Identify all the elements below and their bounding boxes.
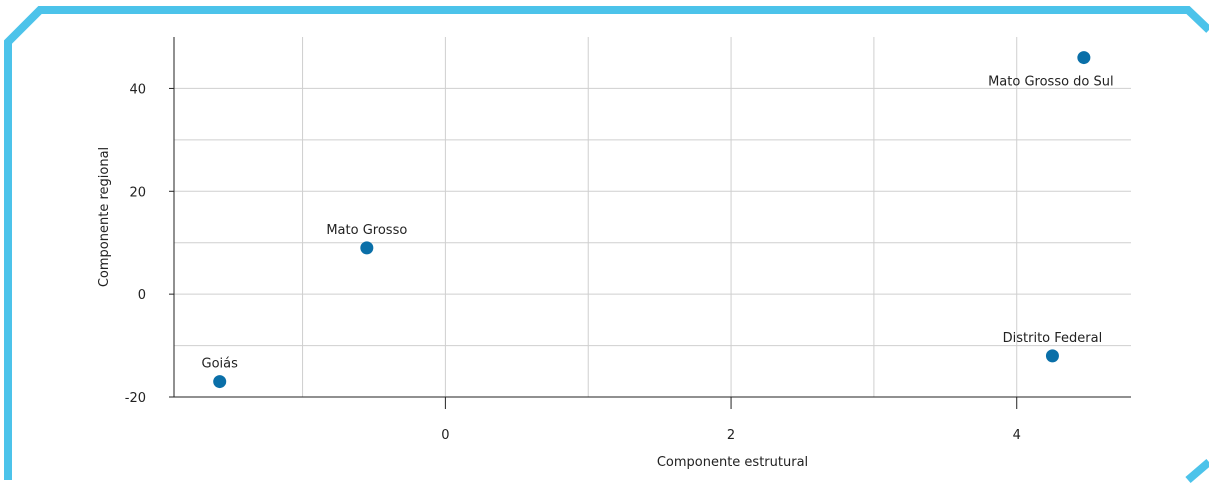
frame-border [4, 5, 1209, 484]
x-tick-label: 4 [1013, 428, 1021, 443]
grid-lines [174, 37, 1131, 397]
y-tick-label: 0 [138, 288, 146, 303]
scatter-point [213, 375, 227, 389]
y-tick-labels: -20 0 20 40 [125, 82, 174, 406]
x-tick-labels: 0 2 4 [441, 397, 1021, 443]
y-tick-label: -20 [125, 391, 146, 406]
x-tick-label: 2 [727, 428, 735, 443]
scatter-point [1045, 349, 1059, 363]
point-label: Mato Grosso [326, 223, 407, 238]
axes [173, 37, 1131, 398]
y-tick-label: 40 [129, 82, 146, 97]
y-axis-title: Componente regional [97, 147, 112, 287]
point-label: Distrito Federal [1003, 331, 1103, 346]
scatter-point [360, 241, 374, 255]
point-label: Goiás [202, 357, 239, 372]
scatter-point [1077, 51, 1091, 65]
y-tick-label: 20 [129, 185, 146, 200]
x-tick-label: 0 [441, 428, 449, 443]
x-axis-title: Componente estrutural [657, 455, 808, 470]
data-points: Goiás Mato Grosso Mato Grosso do Sul Distri… [202, 51, 1114, 389]
point-label: Mato Grosso do Sul [988, 75, 1114, 90]
